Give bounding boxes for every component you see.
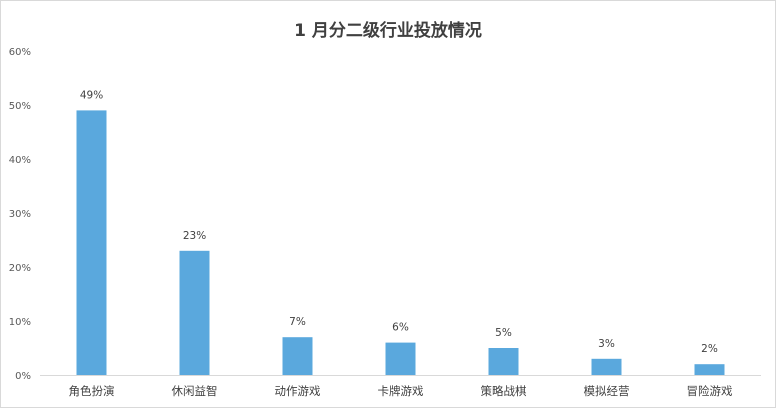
data-label: 5% bbox=[495, 327, 512, 339]
x-category-label: 动作游戏 bbox=[275, 384, 321, 398]
x-category-label: 休闲益智 bbox=[172, 384, 218, 398]
x-category-label: 模拟经营 bbox=[584, 384, 630, 398]
data-label: 49% bbox=[80, 89, 103, 101]
bar bbox=[179, 250, 210, 375]
data-label: 2% bbox=[701, 343, 718, 355]
bar bbox=[76, 110, 107, 376]
data-label: 7% bbox=[289, 316, 306, 328]
data-label: 23% bbox=[183, 230, 206, 242]
y-tick-label: 40% bbox=[9, 155, 31, 166]
y-tick-label: 20% bbox=[9, 263, 31, 274]
x-category-label: 角色扮演 bbox=[69, 384, 115, 398]
bar bbox=[385, 342, 416, 375]
y-tick-label: 10% bbox=[9, 317, 31, 328]
bar bbox=[282, 337, 313, 375]
y-tick-label: 30% bbox=[9, 209, 31, 220]
x-category-label: 卡牌游戏 bbox=[378, 384, 424, 398]
y-tick-label: 0% bbox=[15, 371, 31, 382]
y-tick-label: 50% bbox=[9, 101, 31, 112]
y-tick-label: 60% bbox=[9, 47, 31, 58]
data-label: 3% bbox=[598, 338, 615, 350]
bar bbox=[694, 364, 725, 375]
x-category-label: 冒险游戏 bbox=[687, 384, 733, 398]
data-label: 6% bbox=[392, 322, 409, 334]
bar bbox=[591, 358, 622, 375]
x-category-label: 策略战棋 bbox=[481, 384, 527, 398]
bar bbox=[488, 348, 519, 375]
chart-title: 1 月分二级行业投放情况 bbox=[294, 21, 482, 41]
